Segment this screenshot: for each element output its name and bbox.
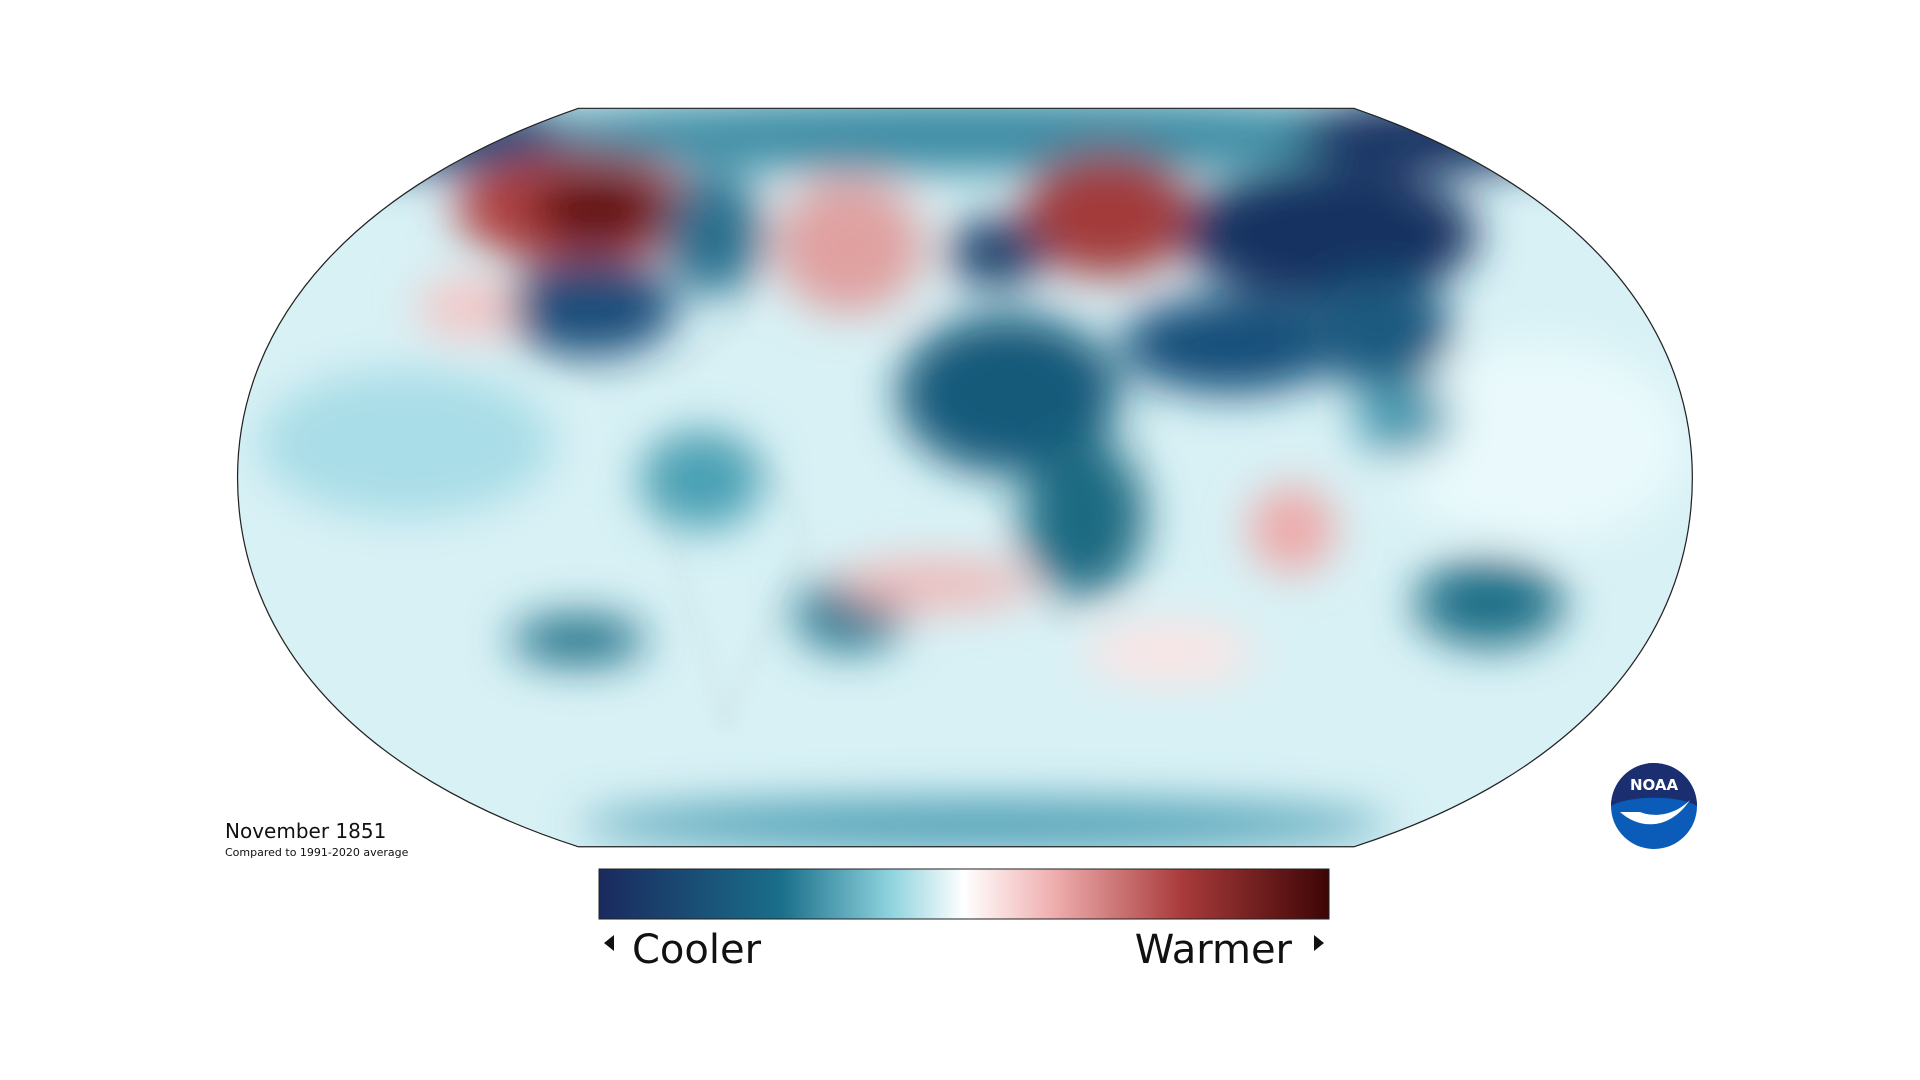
map-outline: [236, 107, 1693, 848]
map-subtitle: Compared to 1991-2020 average: [225, 846, 409, 859]
map-title: November 1851: [225, 819, 386, 843]
legend-low: Cooler: [632, 927, 762, 973]
arrow-left: [604, 935, 614, 951]
map: [236, 107, 1693, 848]
noaa-logo: NOAA: [1611, 763, 1697, 849]
arrow-right: [1314, 935, 1324, 951]
logo-text: NOAA: [1630, 776, 1679, 794]
color-scale: [598, 868, 1330, 920]
legend-high: Warmer: [1135, 927, 1293, 973]
